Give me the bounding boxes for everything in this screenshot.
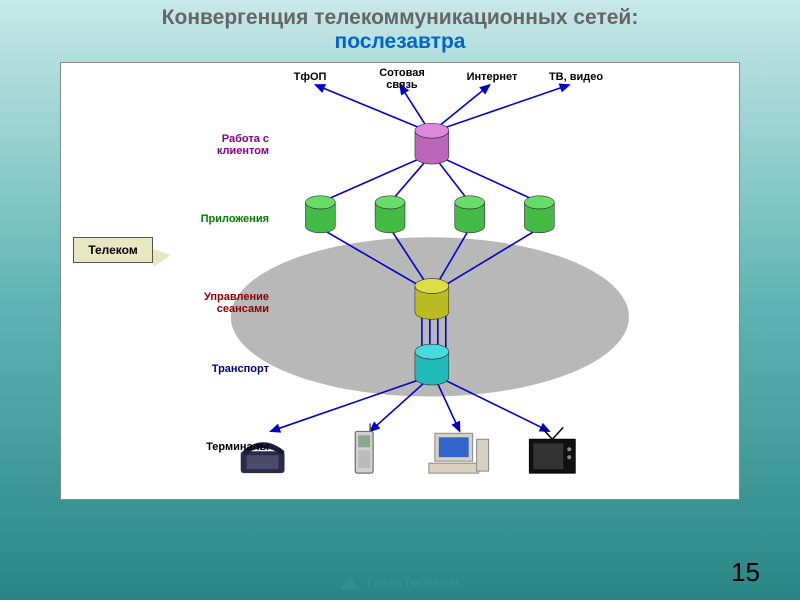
service-label: ТВ, видео (541, 71, 611, 83)
layer-label: Работа с клиентом (179, 133, 269, 157)
layer-label: Управление сеансами (179, 291, 269, 315)
telecom-callout-box: Телеком (73, 237, 153, 263)
logo-icon (341, 575, 359, 589)
telecom-callout-label: Телеком (88, 243, 137, 257)
layer-label: Приложения (179, 213, 269, 225)
tv-icon (529, 427, 575, 473)
slide-subtitle: послезавтра (0, 30, 800, 54)
layer-label: Транспорт (179, 363, 269, 375)
computer-icon (429, 433, 489, 473)
diagram-container: Телеком ТфОП Сотовая связь Интернет ТВ, вид… (60, 62, 740, 500)
service-label: Интернет (457, 71, 527, 83)
footer-text: ТрансТелеКом (365, 574, 460, 590)
slide-title: Конвергенция телекоммуникационных сетей: (0, 0, 800, 30)
diagram-svg (61, 63, 739, 499)
layer-label: Терминалы (179, 441, 269, 453)
telecom-callout-pointer (153, 249, 171, 267)
terminal-group (241, 423, 575, 473)
service-label: ТфОП (285, 71, 335, 83)
mobile-icon (355, 423, 373, 473)
footer-logo: ТрансТелеКом (341, 574, 460, 590)
page-number: 15 (731, 557, 760, 588)
service-label: Сотовая связь (367, 67, 437, 91)
